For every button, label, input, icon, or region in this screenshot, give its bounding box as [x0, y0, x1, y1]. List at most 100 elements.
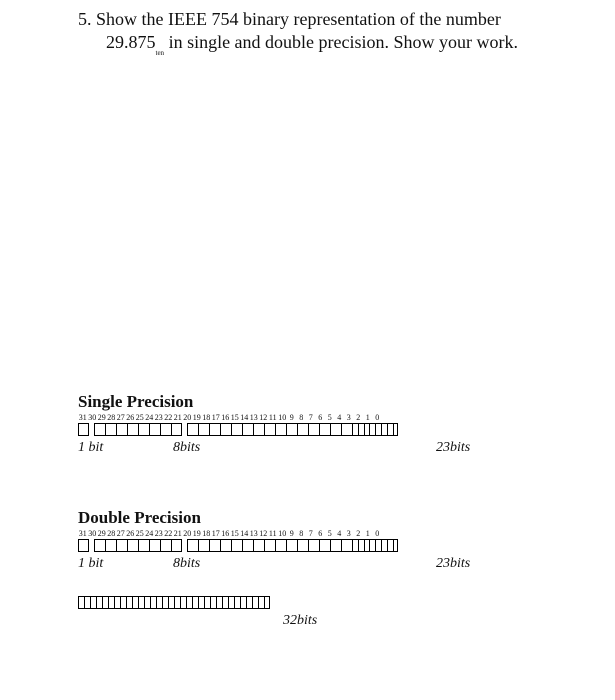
single-exp-label: 8bits	[173, 440, 200, 456]
double-bit-row	[78, 539, 538, 552]
bit-position-label: 0	[373, 530, 383, 538]
bit-position-label: 16	[221, 530, 231, 538]
bit-cell	[209, 539, 220, 552]
bit-position-label: 27	[116, 530, 126, 538]
bit-cell	[198, 423, 209, 436]
bit-cell	[160, 539, 171, 552]
bit-position-label: 9	[287, 530, 297, 538]
page: 5. Show the IEEE 754 binary representati…	[0, 0, 615, 700]
bit-position-label: 8	[297, 530, 307, 538]
bit-position-label: 13	[249, 414, 259, 422]
bit-position-label: 6	[316, 530, 326, 538]
bit-cell	[138, 539, 149, 552]
bit-cell	[264, 539, 275, 552]
single-precision-section: Single Precision 31302928272625242322212…	[78, 392, 538, 458]
bit-position-label: 3	[344, 530, 354, 538]
bit-cell	[105, 423, 116, 436]
bit-position-label: 26	[126, 414, 136, 422]
extra-bit-row	[78, 596, 538, 609]
bit-position-label: 30	[88, 414, 98, 422]
bit-cell	[171, 423, 182, 436]
bit-cell	[160, 423, 171, 436]
bit-cell	[393, 539, 399, 552]
bit-cell	[231, 423, 242, 436]
bit-cell	[341, 423, 352, 436]
bit-position-label: 14	[240, 414, 250, 422]
bit-position-label: 24	[145, 414, 155, 422]
bit-cell	[127, 539, 138, 552]
bit-position-label: 23	[154, 414, 164, 422]
bit-cell	[264, 596, 270, 609]
bit-position-label: 12	[259, 414, 269, 422]
bit-position-label: 22	[164, 414, 174, 422]
bit-position-label: 2	[354, 530, 364, 538]
bit-cell	[78, 423, 89, 436]
bit-position-label: 19	[192, 530, 202, 538]
double-frac-label: 23bits	[436, 556, 470, 572]
bit-position-label: 19	[192, 414, 202, 422]
bit-cell	[308, 423, 319, 436]
bit-cell	[149, 423, 160, 436]
single-bit-row	[78, 423, 538, 436]
bit-cell	[319, 539, 330, 552]
extra-bits-section: 32bits	[78, 595, 538, 631]
single-sign-group	[78, 423, 89, 436]
bit-cell	[275, 423, 286, 436]
bit-position-label: 18	[202, 530, 212, 538]
bit-position-label: 8	[297, 414, 307, 422]
bit-position-label: 7	[306, 414, 316, 422]
bit-cell	[308, 539, 319, 552]
bit-position-label: 17	[211, 530, 221, 538]
bit-cell	[94, 539, 105, 552]
bit-position-label: 13	[249, 530, 259, 538]
bit-position-label: 7	[306, 530, 316, 538]
bit-position-label: 12	[259, 530, 269, 538]
single-frac-label: 23bits	[436, 440, 470, 456]
bit-position-label: 27	[116, 414, 126, 422]
bit-position-label: 1	[363, 530, 373, 538]
bit-position-label: 11	[268, 530, 278, 538]
double-fraction-group	[187, 539, 398, 552]
bit-cell	[149, 539, 160, 552]
bit-position-label: 17	[211, 414, 221, 422]
question-text: 5. Show the IEEE 754 binary representati…	[78, 8, 548, 56]
bit-cell	[393, 423, 399, 436]
bit-cell	[330, 423, 341, 436]
bit-cell	[319, 423, 330, 436]
bit-position-label: 26	[126, 530, 136, 538]
double-sign-label: 1 bit	[78, 556, 103, 572]
bit-cell	[187, 539, 198, 552]
bit-cell	[198, 539, 209, 552]
bit-cell	[209, 423, 220, 436]
bit-cell	[242, 539, 253, 552]
question-tail: in single and double precision. Show you…	[164, 32, 518, 52]
bit-position-label: 30	[88, 530, 98, 538]
bit-cell	[297, 539, 308, 552]
bit-cell	[286, 423, 297, 436]
bit-position-label: 6	[316, 414, 326, 422]
bit-position-label: 15	[230, 530, 240, 538]
bit-position-label: 5	[325, 530, 335, 538]
bit-position-label: 1	[363, 414, 373, 422]
bit-cell	[275, 539, 286, 552]
single-precision-title: Single Precision	[78, 392, 538, 412]
bit-cell	[171, 539, 182, 552]
bit-position-label: 29	[97, 530, 107, 538]
bit-position-label: 20	[183, 414, 193, 422]
double-bit-numbers: 3130292827262524232221201918171615141312…	[78, 530, 538, 538]
bit-position-label: 21	[173, 414, 183, 422]
bit-cell	[116, 539, 127, 552]
bit-cell	[220, 539, 231, 552]
single-exponent-group	[94, 423, 182, 436]
bit-cell	[286, 539, 297, 552]
bit-cell	[297, 423, 308, 436]
bit-position-label: 9	[287, 414, 297, 422]
bit-position-label: 28	[107, 414, 117, 422]
bit-cell	[253, 539, 264, 552]
bit-position-label: 4	[335, 414, 345, 422]
bit-cell	[127, 423, 138, 436]
bit-cell	[94, 423, 105, 436]
bit-position-label: 23	[154, 530, 164, 538]
double-exp-label: 8bits	[173, 556, 200, 572]
question-number: 5.	[78, 9, 92, 29]
